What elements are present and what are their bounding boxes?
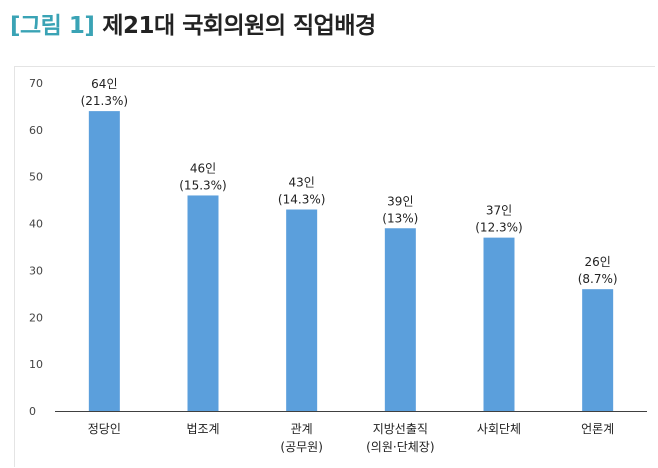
y-tick-label: 0 [29,405,36,418]
x-tick-label: 정당인 [88,422,121,436]
data-label: (13%) [382,211,418,225]
bar-4 [384,228,416,411]
figure-tag: [그림 1] [10,13,95,39]
x-tick-label: 관계 [291,422,313,436]
y-tick-label: 60 [29,124,43,137]
y-tick-label: 50 [29,171,43,184]
chart-frame: 0 10 20 30 40 50 60 70 64인 (21.3%) 정당인 46인 (15.3%) 법조… [14,66,655,467]
bar-5 [483,237,515,411]
y-tick-label: 10 [29,358,43,371]
x-tick-label: 지방선출직 [373,422,428,436]
bar-chart: 0 10 20 30 40 50 60 70 64인 (21.3%) 정당인 46인 (15.3%) 법조… [29,77,647,454]
data-label: (14.3%) [278,193,325,207]
y-tick-label: 20 [29,311,43,324]
data-label: 26인 [585,255,611,269]
x-tick-label: 법조계 [186,422,219,436]
x-tick-label: 사회단체 [477,422,521,436]
bar-2 [187,195,219,411]
figure-title-text: 제21대 국회의원의 직업배경 [102,13,376,39]
data-label: (15.3%) [179,178,226,192]
bar-3 [286,209,318,411]
data-label: 46인 [190,161,216,175]
x-tick-label: (공무원) [280,440,322,454]
data-label: (8.7%) [578,272,618,286]
data-label: (21.3%) [81,94,128,108]
data-label: (12.3%) [475,221,522,235]
x-tick-label: (의원·단체장) [366,440,434,454]
data-label: 64인 [91,77,117,91]
x-tick-label: 언론계 [581,422,614,436]
y-tick-label: 30 [29,264,43,277]
data-label: 39인 [387,194,413,208]
data-label: 43인 [289,176,315,190]
figure-title: [그림 1] 제21대 국회의원의 직업배경 [10,8,376,44]
y-tick-label: 40 [29,218,43,231]
data-label: 37인 [486,204,512,218]
bar-1 [88,111,120,411]
y-tick-label: 70 [29,77,43,90]
bar-6 [582,289,614,411]
